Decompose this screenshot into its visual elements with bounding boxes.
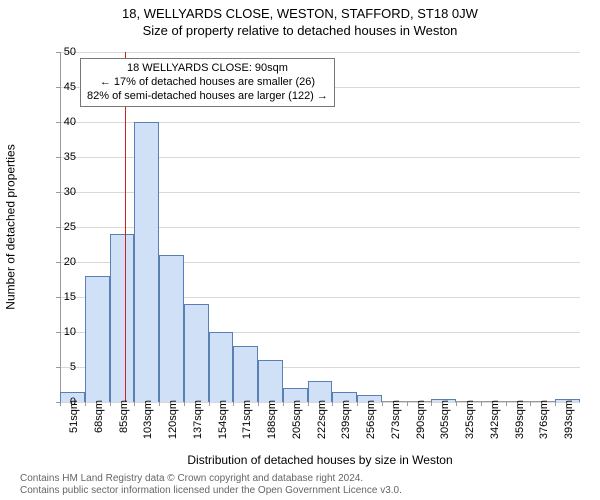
xtick-label: 256sqm xyxy=(365,400,377,450)
xtick-label: 393sqm xyxy=(563,400,575,450)
xtick-label: 154sqm xyxy=(217,400,229,450)
ytick-label: 25 xyxy=(46,221,76,233)
chart-title: 18, WELLYARDS CLOSE, WESTON, STAFFORD, S… xyxy=(0,0,600,21)
plot-area: 18 WELLYARDS CLOSE: 90sqm← 17% of detach… xyxy=(60,52,580,402)
xtick-mark xyxy=(233,402,234,406)
xtick-label: 359sqm xyxy=(514,400,526,450)
xtick-label: 342sqm xyxy=(489,400,501,450)
xtick-label: 376sqm xyxy=(538,400,550,450)
xtick-mark xyxy=(431,402,432,406)
histogram-bar xyxy=(258,360,283,402)
histogram-bar xyxy=(308,381,333,402)
xtick-label: 205sqm xyxy=(291,400,303,450)
xtick-label: 222sqm xyxy=(316,400,328,450)
ytick-label: 35 xyxy=(46,151,76,163)
ytick-label: 15 xyxy=(46,291,76,303)
xtick-label: 239sqm xyxy=(340,400,352,450)
xtick-label: 68sqm xyxy=(93,400,105,450)
x-axis-label: Distribution of detached houses by size … xyxy=(60,453,580,467)
histogram-bar xyxy=(85,276,110,402)
histogram-bar xyxy=(209,332,234,402)
histogram-bar xyxy=(159,255,184,402)
xtick-label: 51sqm xyxy=(68,400,80,450)
ytick-label: 40 xyxy=(46,116,76,128)
xtick-label: 188sqm xyxy=(266,400,278,450)
footer-attribution: Contains HM Land Registry data © Crown c… xyxy=(20,473,402,497)
chart-subtitle: Size of property relative to detached ho… xyxy=(0,21,600,38)
xtick-mark xyxy=(506,402,507,406)
xtick-mark xyxy=(456,402,457,406)
xtick-mark xyxy=(209,402,210,406)
xtick-label: 85sqm xyxy=(118,400,130,450)
xtick-mark xyxy=(357,402,358,406)
footer-line2: Contains public sector information licen… xyxy=(20,485,402,497)
annotation-line: ← 17% of detached houses are smaller (26… xyxy=(87,76,328,90)
xtick-label: 137sqm xyxy=(192,400,204,450)
ytick-label: 5 xyxy=(46,361,76,373)
xtick-mark xyxy=(332,402,333,406)
annotation-line: 82% of semi-detached houses are larger (… xyxy=(87,90,328,104)
xtick-label: 290sqm xyxy=(415,400,427,450)
ytick-label: 45 xyxy=(46,81,76,93)
xtick-mark xyxy=(283,402,284,406)
xtick-mark xyxy=(308,402,309,406)
histogram-bar xyxy=(110,234,135,402)
chart-container: 18, WELLYARDS CLOSE, WESTON, STAFFORD, S… xyxy=(0,0,600,500)
ytick-label: 50 xyxy=(46,46,76,58)
footer-line1: Contains HM Land Registry data © Crown c… xyxy=(20,473,402,485)
xtick-mark xyxy=(555,402,556,406)
xtick-mark xyxy=(184,402,185,406)
xtick-label: 305sqm xyxy=(439,400,451,450)
ytick-label: 10 xyxy=(46,326,76,338)
histogram-bar xyxy=(184,304,209,402)
xtick-mark xyxy=(382,402,383,406)
xtick-mark xyxy=(159,402,160,406)
xtick-label: 171sqm xyxy=(241,400,253,450)
annotation-line: 18 WELLYARDS CLOSE: 90sqm xyxy=(87,62,328,76)
histogram-bar xyxy=(233,346,258,402)
xtick-mark xyxy=(85,402,86,406)
xtick-label: 273sqm xyxy=(390,400,402,450)
y-axis-label: Number of detached properties xyxy=(2,52,20,402)
xtick-mark xyxy=(481,402,482,406)
xtick-mark xyxy=(134,402,135,406)
xtick-label: 120sqm xyxy=(167,400,179,450)
xtick-label: 103sqm xyxy=(142,400,154,450)
xtick-label: 325sqm xyxy=(464,400,476,450)
xtick-mark xyxy=(110,402,111,406)
xtick-mark xyxy=(407,402,408,406)
ytick-label: 30 xyxy=(46,186,76,198)
annotation-box: 18 WELLYARDS CLOSE: 90sqm← 17% of detach… xyxy=(80,58,335,107)
ytick-label: 20 xyxy=(46,256,76,268)
histogram-bar xyxy=(134,122,159,402)
xtick-mark xyxy=(530,402,531,406)
grid-line xyxy=(60,52,580,53)
xtick-mark xyxy=(258,402,259,406)
